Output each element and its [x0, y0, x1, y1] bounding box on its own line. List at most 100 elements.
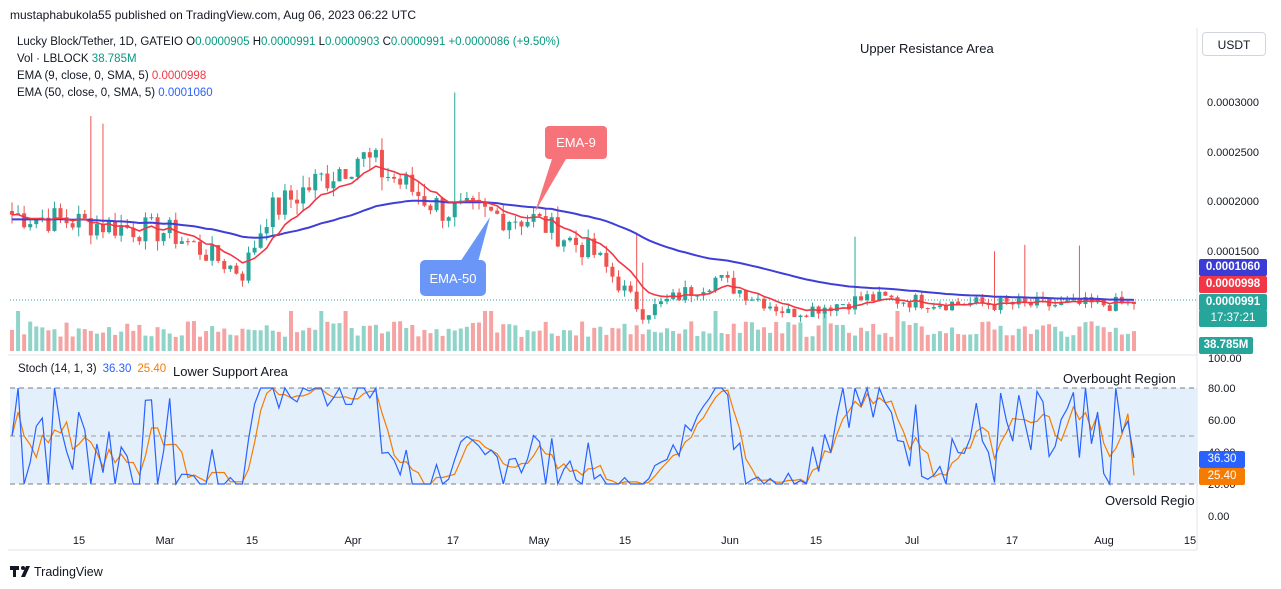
candle-body: [100, 224, 105, 233]
candle-body: [161, 233, 166, 242]
volume-bar: [373, 324, 378, 351]
volume-bar: [1022, 326, 1027, 351]
volume-bar: [598, 326, 603, 351]
symbol-legend: Lucky Block/Tether, 1D, GATEIO O0.000090…: [17, 35, 560, 49]
volume-bar: [1028, 333, 1033, 351]
volume-bar: [1113, 327, 1118, 351]
volume-bar: [580, 321, 585, 351]
ema9-line: [11, 165, 1135, 312]
volume-bar: [125, 323, 130, 351]
volume-bar: [1083, 322, 1088, 351]
candle-body: [94, 224, 99, 236]
candle-body: [337, 169, 342, 182]
volume-bar: [937, 331, 942, 351]
candle-body: [240, 273, 245, 281]
volume-bar: [301, 330, 306, 351]
volume-bar: [446, 328, 451, 351]
volume-bar: [476, 322, 481, 351]
volume-bar: [361, 325, 366, 351]
volume-bar: [998, 325, 1003, 351]
volume-bar: [968, 334, 973, 351]
candle-body: [307, 187, 312, 191]
candle-body: [507, 221, 512, 231]
volume-bar: [646, 329, 651, 351]
open-label: O: [186, 36, 196, 48]
candle-body: [931, 307, 936, 309]
volume-bar: [173, 336, 178, 351]
volume-bar: [483, 311, 488, 351]
candle-body: [980, 297, 985, 304]
volume-bars: [10, 311, 1136, 351]
volume-bar: [822, 311, 827, 351]
ema50-label: EMA (50, close, 0, SMA, 5): [17, 87, 156, 99]
candle-body: [719, 274, 724, 278]
time-tick: Apr: [344, 535, 361, 547]
candle-body: [1132, 301, 1136, 304]
candle-body: [689, 287, 694, 296]
ema50-value: 0.0001060: [158, 87, 213, 99]
volume-bar: [367, 325, 372, 351]
candle-body: [367, 152, 372, 158]
volume-label: Vol · LBLOCK: [17, 53, 89, 65]
candle-body: [937, 305, 942, 308]
candle-body: [258, 233, 263, 248]
volume-bar: [877, 334, 882, 351]
high-value: 0.0000991: [261, 36, 316, 48]
volume-bar: [1101, 327, 1106, 351]
volume-bar: [1095, 325, 1100, 351]
lower-support-label: Lower Support Area: [173, 364, 289, 379]
candle-body: [428, 205, 433, 211]
candle-body: [386, 176, 391, 178]
volume-bar: [1016, 328, 1021, 351]
currency-button[interactable]: USDT: [1202, 32, 1266, 56]
volume-bar: [1034, 329, 1039, 351]
candle-body: [264, 227, 269, 234]
volume-bar: [901, 321, 906, 351]
volume-bar: [725, 334, 730, 351]
candle-body: [925, 308, 930, 310]
time-tick: 15: [1184, 535, 1196, 547]
volume-bar: [246, 329, 251, 351]
volume-bar: [100, 332, 105, 351]
volume-bar: [452, 330, 457, 351]
candle-body: [889, 295, 894, 298]
candle-body: [640, 309, 645, 320]
candle-body: [1016, 298, 1021, 305]
stoch-label: Stoch (14, 1, 3): [18, 363, 97, 375]
volume-bar: [149, 336, 154, 351]
volume-bar: [519, 336, 524, 351]
candle-body: [865, 294, 870, 301]
candle-body: [907, 302, 912, 308]
stoch-tick: 100.00: [1208, 353, 1242, 365]
volume-bar: [846, 332, 851, 351]
volume-bar: [555, 335, 560, 351]
volume-bar: [64, 322, 69, 351]
volume-bar: [88, 330, 93, 351]
volume-bar: [464, 326, 469, 351]
candle-body: [749, 299, 754, 301]
candle-body: [107, 220, 112, 233]
volume-bar: [731, 323, 736, 351]
volume-bar: [416, 336, 421, 351]
volume-value: 38.785M: [91, 53, 137, 65]
candle-body: [1022, 298, 1027, 302]
candle-body: [652, 304, 657, 316]
candle-body: [586, 238, 591, 258]
ema9-callout-text: EMA-9: [556, 135, 596, 150]
candle-body: [810, 306, 815, 317]
candle-body: [410, 174, 415, 192]
footer-logo-text: TradingView: [34, 565, 104, 579]
volume-bar: [943, 333, 948, 351]
volume-bar: [94, 333, 99, 351]
volume-bar: [567, 330, 572, 351]
volume-bar: [119, 331, 124, 351]
candle-body: [355, 158, 360, 177]
volume-bar: [786, 322, 791, 351]
ema50-callout-pointer: [460, 217, 490, 262]
candle-body: [28, 224, 33, 228]
candle-body: [665, 298, 670, 302]
candle-body: [464, 197, 469, 201]
volume-bar: [622, 323, 627, 351]
volume-bar: [1059, 331, 1064, 351]
